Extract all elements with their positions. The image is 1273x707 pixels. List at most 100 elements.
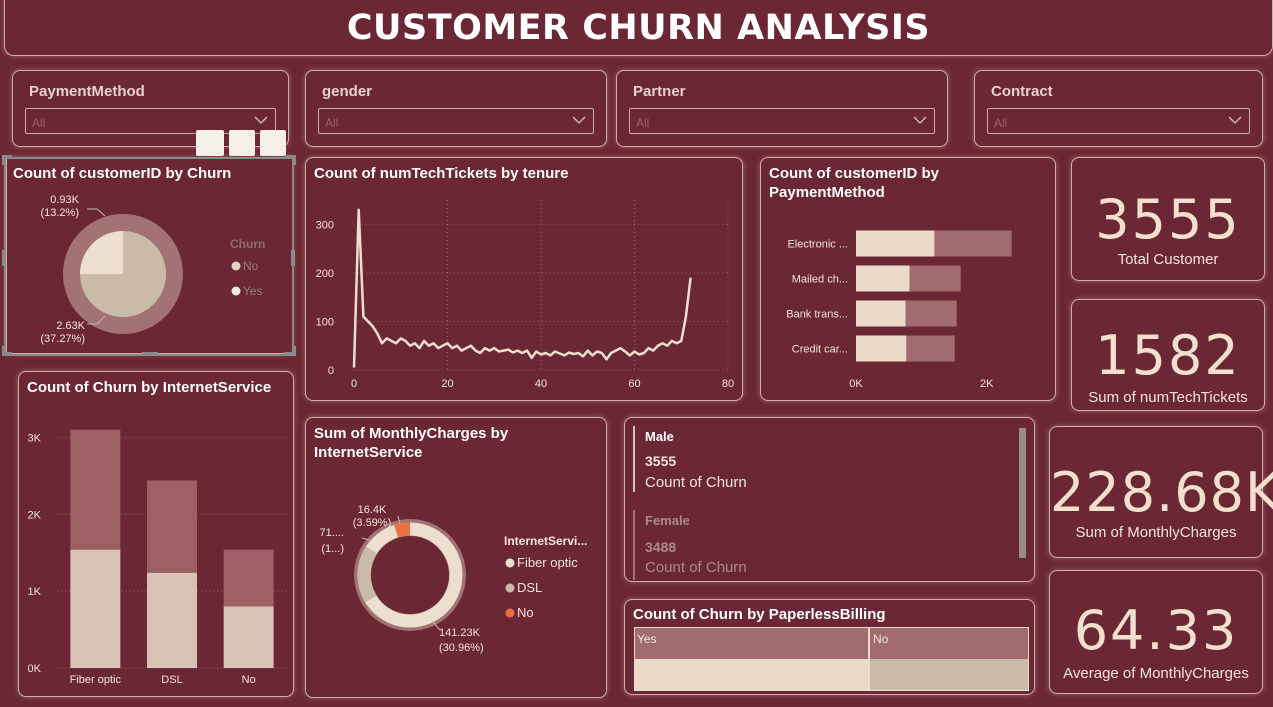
partner-dropdown[interactable]: All [629,108,935,134]
visual-title-line2: InternetService [314,444,423,461]
pie-slice-no-highlight[interactable] [80,231,123,274]
bar-segment-1 [856,335,907,362]
category-label: No [242,674,256,686]
bar-segment-2 [906,335,955,362]
selection-frame [4,157,294,356]
resize-handle[interactable] [142,352,158,356]
visual-title-line1: Sum of MonthlyCharges by [314,425,509,442]
column-segment-1 [223,606,274,668]
line-chart-tenure: 0 100 200 300 0 20 40 60 80 [316,200,734,390]
resize-handle[interactable] [2,155,12,159]
scrollbar-thumb[interactable] [1019,428,1026,558]
kpi-total-customer: 3555 Total Customer [1071,157,1265,281]
visual-title-line1: Count of customerID by [769,165,940,182]
legend-item-yes[interactable]: Yes [243,284,263,298]
data-label-value: 141.23K [439,627,481,639]
resize-handle[interactable] [2,155,6,165]
resize-handle[interactable] [284,352,296,356]
multirow-card-gender[interactable]: Male 3555 Count of Churn Female 3488 Cou… [624,417,1035,582]
legend-item-no[interactable]: No [517,605,534,620]
visual-title: Count of Churn by InternetService [27,379,272,396]
gender-dropdown[interactable]: All [318,108,594,134]
column-segment-2 [70,429,121,550]
resize-handle[interactable] [2,346,6,356]
data-label-pct: (30.96%) [439,642,484,654]
category-label: Bank trans... [786,309,848,321]
chevron-down-icon [913,116,927,124]
donut-slice-no[interactable] [394,522,411,538]
slicer-title: gender [322,83,373,100]
legend-item-no[interactable]: No [243,259,259,273]
slicer-title: Contract [991,83,1053,100]
line-tenure-visual[interactable]: Count of numTechTickets by tenure 0 100 20… [305,157,743,401]
segment-yes-churn[interactable]: Yes [635,628,868,659]
more-options-icon[interactable] [260,130,286,156]
visual-title: Count of customerID by Churn [13,165,232,182]
slicer-gender[interactable]: gender All [305,70,607,147]
y-tick-label: 0 [328,365,334,377]
contract-dropdown[interactable]: All [987,108,1250,134]
paymentmethod-dropdown[interactable]: All [25,108,276,134]
resize-handle[interactable] [2,352,12,356]
donut-monthly-visual[interactable]: Sum of MonthlyCharges by InternetService… [305,417,607,698]
paperless-visual[interactable]: Count of Churn by PaperlessBilling Yes N… [624,599,1035,695]
row-value: 3488 [645,539,677,555]
data-label-pct: (3.59%) [353,517,392,529]
bar-segment-1 [856,230,935,257]
dropdown-value: All [32,116,46,130]
chevron-down-icon [1228,116,1242,124]
legend-marker-no [231,261,241,271]
donut-slice-dsl[interactable] [357,546,378,603]
x-tick-label: 40 [535,378,547,390]
segment-no-churn[interactable]: No [870,628,1028,659]
category-label: Mailed ch... [792,274,848,286]
segment-yes-nochurn[interactable] [635,659,868,690]
visual-header-icons[interactable] [196,128,290,158]
segment-no-nochurn[interactable] [870,659,1028,690]
column-segment-1 [147,572,197,668]
data-label-pct: (37.27%) [40,333,85,345]
slicer-title: PaymentMethod [29,83,145,100]
y-tick-label: 300 [316,219,334,231]
legend-marker-no [505,608,515,618]
donut-chart-monthly: 16.4K (3.59%) 71.... (1...) 141.23K (30.… [320,504,588,654]
slicer-paymentmethod[interactable]: PaymentMethod All [12,70,289,147]
focus-mode-icon[interactable] [196,130,224,156]
y-tick-label: 1K [28,586,42,598]
dropdown-value: All [325,116,339,130]
kpi-sum-monthly-charges: 228.68K Sum of MonthlyCharges [1049,426,1273,558]
legend-title: InternetServi... [504,534,587,548]
label-leader-line [397,515,401,525]
category-label: Credit car... [792,344,848,356]
resize-handle[interactable] [292,155,296,165]
legend-item-fiber-optic[interactable]: Fiber optic [517,555,578,570]
resize-handle[interactable] [292,346,296,356]
category-label-yes: Yes [637,632,657,646]
kpi-average-monthly-charges: 64.33 Average of MonthlyCharges [1049,570,1263,694]
resize-handle[interactable] [291,250,295,266]
legend-marker-dsl [505,583,515,593]
y-tick-label: 0K [28,663,42,675]
kpi-label: Total Customer [1117,251,1219,268]
bar-segment-2 [934,230,1012,257]
row-accent-bar [633,426,635,492]
y-tick-label: 100 [316,316,334,328]
x-tick-label: 60 [628,378,640,390]
chevron-down-icon [254,116,268,124]
page-title: CUSTOMER CHURN ANALYSIS [346,8,931,48]
data-label-pct: (13.2%) [40,207,79,219]
bar-segment-2 [909,265,961,292]
legend-item-dsl[interactable]: DSL [517,580,542,595]
slicer-contract[interactable]: Contract All [974,70,1263,147]
bar-segment-1 [856,300,906,327]
filter-icon[interactable] [229,130,255,156]
bar-payment-visual[interactable]: Count of customerID by PaymentMethod Ele… [760,157,1056,401]
visual-title: Count of numTechTickets by tenure [314,165,569,182]
column-internet-visual[interactable]: Count of Churn by InternetService 0K 1K 2K… [18,371,294,697]
paperless-bar-frame: Yes No [634,627,1029,691]
pie-chart-churn: 0.93K (13.2%) 2.63K (37.27%) Churn No Ye… [40,194,265,345]
row-category: Male [645,429,674,444]
resize-handle[interactable] [2,250,6,266]
resize-handle[interactable] [284,155,296,159]
slicer-partner[interactable]: Partner All [616,70,948,147]
